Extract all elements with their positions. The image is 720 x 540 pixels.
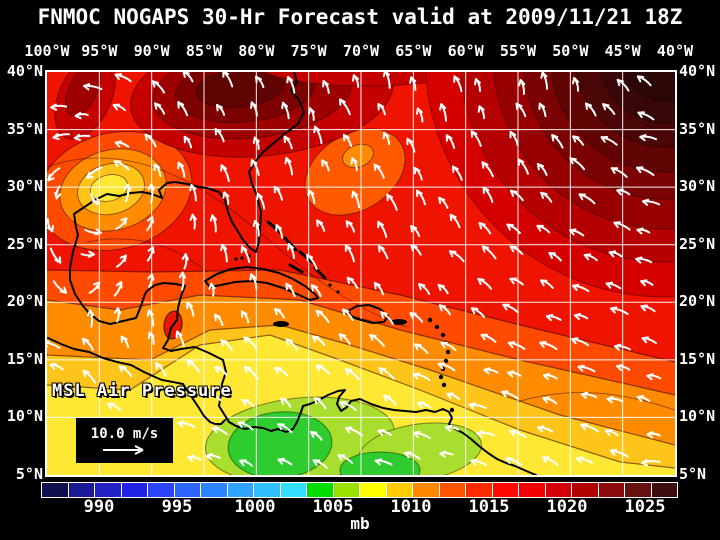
field-label: MSL Air Pressure bbox=[52, 381, 232, 401]
map-frame: MSL Air Pressure 10.0 m/s bbox=[45, 70, 677, 477]
colorbar-segment bbox=[360, 483, 386, 497]
colorbar-segment bbox=[307, 483, 333, 497]
lat-tick-label-left: 20°N bbox=[6, 292, 43, 311]
lon-tick-label: 40°W bbox=[656, 42, 694, 60]
lat-tick-label-right: 35°N bbox=[679, 119, 716, 138]
colorbar-tick-label: 995 bbox=[161, 497, 193, 517]
lon-tick-label: 60°W bbox=[447, 42, 484, 60]
colorbar-segment bbox=[42, 483, 68, 497]
lat-tick-label-right: 15°N bbox=[679, 349, 716, 368]
lon-tick-label: 65°W bbox=[395, 42, 432, 60]
colorbar-segment bbox=[439, 483, 465, 497]
lat-tick-label-left: 15°N bbox=[6, 349, 43, 368]
lat-tick-label-left: 10°N bbox=[6, 407, 43, 426]
lon-tick-label: 75°W bbox=[290, 42, 327, 60]
wind-scale-box: 10.0 m/s bbox=[76, 418, 173, 463]
wind-vectors bbox=[47, 72, 662, 469]
colorbar-segment bbox=[333, 483, 359, 497]
pressure-map-svg bbox=[47, 72, 675, 475]
colorbar-tick-label: 1025 bbox=[624, 497, 666, 517]
colorbar-segment bbox=[95, 483, 121, 497]
colorbar-tick-label: 1020 bbox=[546, 497, 588, 517]
colorbar-segment bbox=[492, 483, 518, 497]
lat-tick-label-right: 40°N bbox=[679, 62, 716, 80]
colorbar-tick-label: 1005 bbox=[312, 497, 354, 517]
colorbar-tick-label: 1015 bbox=[468, 497, 510, 517]
colorbar-segment bbox=[121, 483, 147, 497]
colorbar-segment bbox=[651, 483, 677, 497]
colorbar-segment bbox=[413, 483, 439, 497]
lon-tick-label: 85°W bbox=[185, 42, 223, 60]
colorbar-segment bbox=[227, 483, 253, 497]
lon-tick-label: 55°W bbox=[499, 42, 537, 60]
wind-scale-arrow-icon bbox=[102, 444, 143, 455]
colorbar-segment bbox=[545, 483, 571, 497]
lat-tick-label-left: 35°N bbox=[6, 119, 43, 138]
lat-tick-label-right: 30°N bbox=[679, 177, 716, 196]
colorbar-tick-label: 990 bbox=[83, 497, 115, 517]
lon-tick-label: 80°W bbox=[238, 42, 275, 60]
lat-tick-label-left: 5°N bbox=[15, 464, 43, 483]
lat-tick-label-right: 10°N bbox=[679, 407, 716, 426]
colorbar-unit-label: mb bbox=[350, 514, 370, 533]
colorbar-tick-label: 1000 bbox=[234, 497, 276, 517]
colorbar-segment bbox=[201, 483, 227, 497]
lon-tick-label: 100°W bbox=[24, 42, 70, 60]
lat-tick-label-right: 25°N bbox=[679, 234, 716, 253]
colorbar-segment bbox=[598, 483, 624, 497]
lon-tick-label: 50°W bbox=[552, 42, 589, 60]
lat-tick-label-left: 30°N bbox=[6, 177, 43, 196]
wind-scale-label: 10.0 m/s bbox=[90, 425, 159, 442]
coastlines bbox=[47, 72, 537, 475]
colorbar-segment bbox=[386, 483, 412, 497]
colorbar-segment bbox=[148, 483, 174, 497]
lon-tick-label: 70°W bbox=[342, 42, 380, 60]
lon-tick-label: 90°W bbox=[133, 42, 170, 60]
grid-lines bbox=[47, 72, 675, 475]
colorbar-segment bbox=[68, 483, 94, 497]
lat-tick-label-left: 40°N bbox=[6, 62, 43, 80]
colorbar-segment bbox=[466, 483, 492, 497]
colorbar-segment bbox=[519, 483, 545, 497]
colorbar-segment bbox=[280, 483, 306, 497]
colorbar-segment bbox=[174, 483, 200, 497]
lat-tick-label-left: 25°N bbox=[6, 234, 43, 253]
colorbar-tick-label: 1010 bbox=[390, 497, 432, 517]
lon-tick-label: 45°W bbox=[604, 42, 641, 60]
colorbar-segment bbox=[625, 483, 651, 497]
colorbar-segment bbox=[572, 483, 598, 497]
page-title: FNMOC NOGAPS 30-Hr Forecast valid at 200… bbox=[37, 5, 683, 29]
colorbar-segment bbox=[254, 483, 280, 497]
colorbar bbox=[41, 482, 678, 498]
lon-tick-label: 95°W bbox=[81, 42, 118, 60]
lat-tick-label-right: 20°N bbox=[679, 292, 716, 311]
lat-tick-label-right: 5°N bbox=[679, 464, 707, 483]
